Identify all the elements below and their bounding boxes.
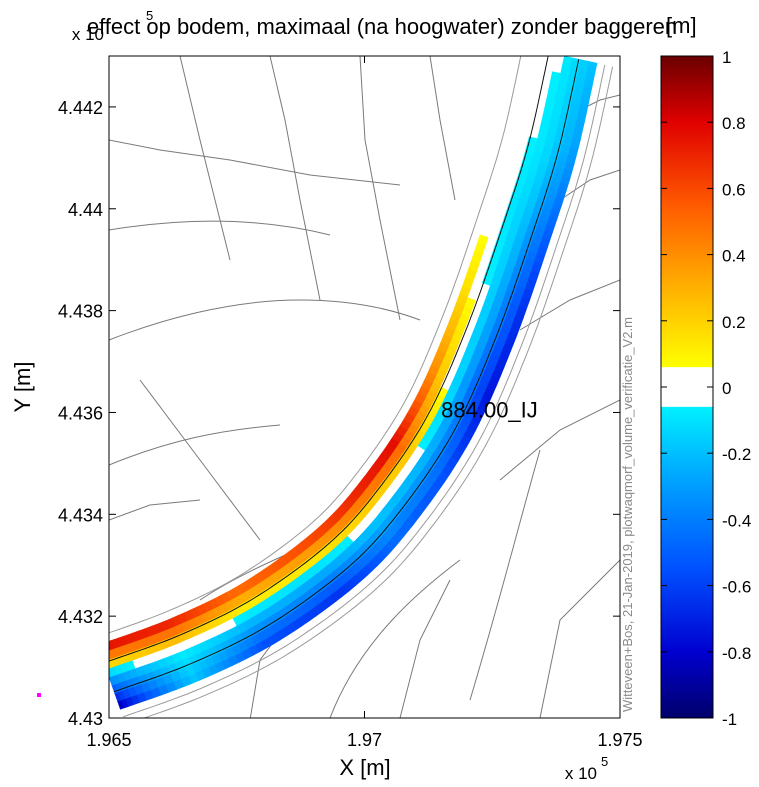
colorbar-tick-label: 0.6 — [722, 180, 746, 199]
dike-line — [142, 66, 614, 718]
colorbar-ticks: 1 0.8 0.6 0.4 0.2 0 -0.2 -0.4 -0.6 -0.8 -1 — [661, 48, 751, 729]
colorbar: 1 0.8 0.6 0.4 0.2 0 -0.2 -0.4 -0.6 -0.8 -1 [m] — [660, 13, 751, 729]
plot-area — [98, 49, 621, 719]
y-tick-label: 4.44 — [68, 200, 103, 220]
map-line — [109, 139, 401, 186]
map-line — [329, 559, 461, 718]
channel-cell — [100, 652, 107, 661]
y-axis-label: Y [m] — [10, 362, 35, 413]
colorbar-tick-label: 0 — [722, 379, 731, 398]
chart-title: effect op bodem, maximaal (na hoogwater)… — [87, 14, 677, 39]
colorbar-tick-label: -0.8 — [722, 644, 751, 663]
y-tick-label: 4.436 — [58, 403, 103, 423]
colorbar-tick-label: 0.8 — [722, 114, 746, 133]
x-tick-label: 1.975 — [597, 730, 642, 750]
y-tick-label: 4.434 — [58, 505, 103, 525]
map-line — [499, 399, 620, 481]
map-line — [429, 56, 456, 201]
magenta-marker — [37, 693, 41, 697]
colorbar-tick-label: 0.4 — [722, 247, 746, 266]
map-line — [109, 220, 331, 236]
map-line — [559, 169, 620, 201]
map-line — [399, 579, 451, 718]
channel-cell — [562, 56, 573, 63]
y-exponent-label: x 10 — [72, 25, 104, 44]
dike-line — [109, 56, 522, 634]
map-line — [539, 559, 620, 718]
colorbar-tick-label: -0.2 — [722, 445, 751, 464]
y-tick-label: 4.438 — [58, 302, 103, 322]
x-exponent-label: x 10 — [565, 764, 597, 783]
map-line — [519, 279, 620, 331]
x-exponent-power: 5 — [601, 754, 608, 769]
x-tick-label: 1.97 — [347, 730, 382, 750]
channel-line — [109, 56, 549, 662]
map-line — [109, 299, 421, 341]
colorbar-white-band — [661, 367, 713, 407]
colorbar-tick-label: -0.4 — [722, 511, 751, 530]
location-annotation: 884.00_IJ — [441, 398, 538, 423]
channel-cell — [98, 644, 105, 653]
x-tick-label: 1.965 — [86, 730, 131, 750]
map-line — [179, 56, 231, 261]
colorbar-tick-label: 0.2 — [722, 313, 746, 332]
colorbar-tick-label: -1 — [722, 710, 737, 729]
channel-cell — [109, 649, 110, 651]
y-exponent-power: 5 — [146, 8, 153, 23]
x-axis-label: X [m] — [339, 755, 390, 780]
channel-line — [113, 59, 580, 693]
map-line — [109, 499, 201, 521]
y-axis: 4.43 4.432 4.434 4.436 4.438 4.44 4.442 — [58, 98, 620, 729]
colorbar-tick-label: 1 — [722, 48, 731, 67]
map-line — [269, 56, 321, 301]
map-line — [359, 56, 401, 321]
y-tick-label: 4.432 — [58, 607, 103, 627]
channel-cells — [98, 49, 598, 710]
x-axis: 1.965 1.97 1.975 — [86, 56, 643, 750]
colorbar-unit-label: [m] — [666, 13, 697, 38]
map-line — [139, 379, 261, 541]
channel-cell — [528, 56, 539, 62]
map-line — [109, 424, 281, 466]
channel-cell — [554, 56, 565, 61]
channel-cell — [536, 56, 547, 63]
y-tick-label: 4.442 — [58, 98, 103, 118]
dike-line — [122, 64, 606, 718]
y-tick-label: 4.43 — [68, 709, 103, 729]
colorbar-tick-label: -0.6 — [722, 578, 751, 597]
watermark-text: Witteveen+Bos, 21-Jan-2019, plotwaqmorf_… — [620, 317, 635, 712]
channel-outline — [109, 56, 614, 718]
map-line — [469, 449, 541, 701]
channel-cell — [530, 49, 539, 55]
